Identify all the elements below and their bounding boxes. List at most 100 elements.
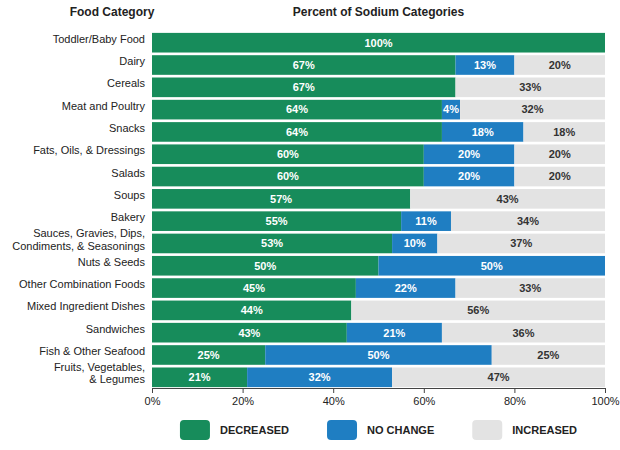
bar-segment [347,323,442,343]
y-tick-label: Sauces, Gravies, Dips,Condiments, & Seas… [12,227,145,251]
bar-segment [152,323,347,343]
y-tick-label: Bakery [111,211,146,223]
data-label: 47% [488,371,510,383]
bar-segment [152,367,247,387]
y-tick-label: Salads [111,167,145,179]
y-tick-label: Mixed Ingredient Dishes [27,300,146,312]
bar-segment [410,189,605,209]
y-axis-title: Food Category [70,5,155,19]
data-label: 18% [553,126,575,138]
y-axis: Toddler/Baby FoodDairyCerealsMeat and Po… [12,33,145,386]
y-tick-label-line: Fruits, Vegetables, [54,361,145,373]
bar-segment [152,189,410,209]
bar-segment [401,211,451,231]
data-label: 20% [549,170,571,182]
bar-segment [247,367,392,387]
x-tick: 80% [504,388,526,407]
legend-label: NO CHANGE [367,424,434,436]
y-tick: Bakery [111,211,146,223]
y-tick-label: Toddler/Baby Food [53,33,145,45]
y-tick: Toddler/Baby Food [53,33,145,45]
y-tick-label-line: Salads [111,167,145,179]
bar-segment [456,78,605,98]
x-tick-label: 80% [504,395,526,407]
data-label: 13% [474,59,496,71]
bar-segment [152,55,456,75]
data-label: 20% [549,59,571,71]
bar-segment [152,301,351,321]
y-tick: Sandwiches [86,323,146,335]
data-label: 32% [522,103,544,115]
y-tick: Sauces, Gravies, Dips,Condiments, & Seas… [12,227,145,251]
bar-segment [152,211,401,231]
data-label: 43% [238,327,260,339]
data-label: 20% [549,148,571,160]
data-label: 33% [519,282,541,294]
bar-segment [514,144,605,164]
x-tick: 40% [323,388,345,407]
bar-segment [392,234,437,254]
data-label: 20% [458,170,480,182]
x-axis: 0%20%40%60%80%100% [145,388,620,407]
bar-segment [356,278,456,298]
data-label: 21% [383,327,405,339]
x-tick: 0% [145,388,161,407]
data-label: 45% [243,282,265,294]
chart-title: Percent of Sodium Categories [293,5,465,19]
bar-segment [379,256,606,276]
legend-swatch [180,420,210,440]
bar-segment [456,55,515,75]
bar-segment [424,167,515,187]
data-label: 64% [286,103,308,115]
bar-segment [460,100,605,120]
y-tick-label: Nuts & Seeds [78,256,146,268]
bar-segment [442,122,524,142]
bar-segment [437,234,605,254]
legend-label: DECREASED [220,424,289,436]
bar-segment [456,278,605,298]
y-tick: Nuts & Seeds [78,256,146,268]
data-label: 67% [293,81,315,93]
bar-segment [152,144,424,164]
data-label: 25% [198,349,220,361]
data-label: 22% [395,282,417,294]
legend-swatch [327,420,357,440]
y-tick-label-line: Mixed Ingredient Dishes [27,300,146,312]
data-label: 33% [519,81,541,93]
y-tick: Meat and Poultry [62,100,146,112]
y-tick-label-line: Meat and Poultry [62,100,146,112]
y-tick: Fruits, Vegetables,& Legumes [54,361,146,385]
y-tick-label: Fats, Oils, & Dressings [33,144,145,156]
x-tick-label: 40% [323,395,345,407]
y-tick-label-line: Other Combination Foods [19,278,145,290]
x-tick-label: 60% [413,395,435,407]
legend-item: INCREASED [472,420,577,440]
data-label: 20% [458,148,480,160]
y-tick: Mixed Ingredient Dishes [27,300,146,312]
x-tick-mark [333,388,334,393]
x-axis-line [153,388,606,389]
bar-segment [351,301,605,321]
y-tick-label-line: Dairy [119,55,145,67]
y-tick-label-line: Soups [114,189,146,201]
data-labels: 100%67%13%20%67%33%64%4%32%64%18%18%60%2… [189,37,576,384]
y-tick-label: Soups [114,189,146,201]
x-tick-mark [514,388,515,393]
bar-segment [514,55,605,75]
data-label: 21% [189,371,211,383]
data-label: 4% [443,103,459,115]
data-label: 67% [293,59,315,71]
y-tick-label: Fruits, Vegetables,& Legumes [54,361,146,385]
y-tick-label-line: Fish & Other Seafood [39,345,145,357]
bar-segment [152,345,265,365]
x-tick: 100% [591,388,619,407]
bar-segment [424,144,515,164]
data-label: 25% [537,349,559,361]
x-tick-mark [152,388,153,393]
bar-segment [152,78,456,98]
x-tick: 60% [413,388,435,407]
data-label: 32% [309,371,331,383]
legend-item: DECREASED [180,420,289,440]
data-label: 50% [481,260,503,272]
legend: DECREASED NO CHANGE INCREASED [180,420,577,440]
